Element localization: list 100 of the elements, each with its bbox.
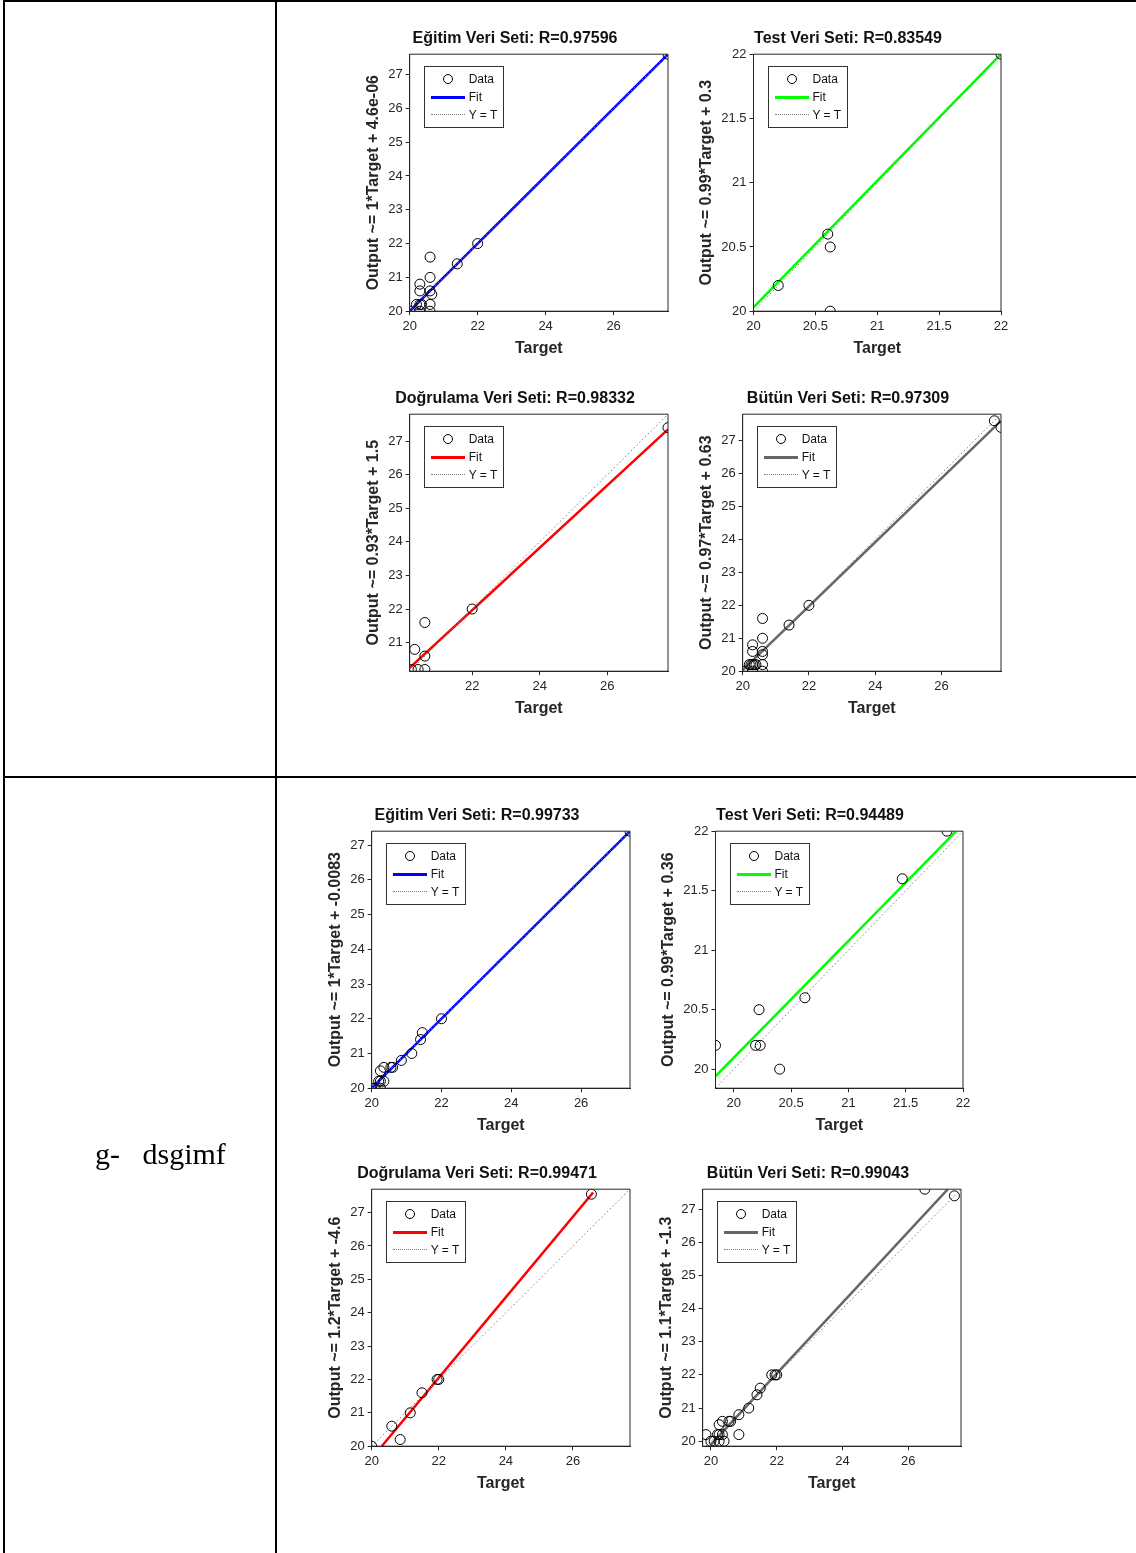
y-tick-label: 27 — [350, 1204, 365, 1220]
x-tick-label: 21.5 — [893, 1094, 919, 1110]
y-tick-label: 24 — [388, 167, 403, 183]
y-tick-label: 25 — [681, 1267, 696, 1282]
legend-label: Data — [430, 848, 457, 866]
y-axis-title: Output ~= 0.93*Target + 1.5 — [364, 439, 382, 646]
x-axis-title: Target — [847, 698, 897, 716]
y-axis-title: Output ~= 0.99*Target + 0.36 — [659, 852, 677, 1067]
x-axis-title: Target — [807, 1473, 857, 1491]
y-tick-label: 21 — [694, 941, 709, 957]
x-tick-label: 21 — [841, 1094, 856, 1110]
y-tick-label: 25 — [350, 906, 365, 922]
y-tick-label: 21 — [732, 174, 747, 190]
y-tick-label: 21 — [721, 629, 736, 645]
chart-title: Bütün Veri Seti: R=0.97309 — [746, 389, 950, 407]
x-axis-title: Target — [815, 1115, 864, 1133]
x-tick-label: 22 — [470, 317, 485, 333]
chart-title: Eğitim Veri Seti: R=0.99733 — [374, 806, 580, 824]
y-tick-label: 20 — [681, 1432, 696, 1448]
y-tick-label: 23 — [350, 1337, 365, 1353]
chart-title: Eğitim Veri Seti: R=0.97596 — [412, 29, 618, 47]
legend-label: Data — [468, 431, 495, 449]
legend-label: Y = T — [430, 1242, 460, 1260]
y-tick-label: 21 — [388, 268, 403, 284]
y-tick-label: 22 — [350, 1010, 365, 1026]
legend-label: Data — [812, 71, 838, 89]
legend-label: Fit — [430, 866, 444, 884]
x-tick-label: 22 — [993, 317, 1009, 333]
x-tick-label: 22 — [434, 1094, 449, 1110]
y-tick-label: 20 — [350, 1079, 365, 1095]
legend-label: Y = T — [812, 107, 842, 125]
legend-label: Data — [430, 1206, 457, 1224]
legend-label: Fit — [468, 449, 482, 467]
y-tick-label: 23 — [388, 201, 403, 217]
y-tick-label: 20 — [350, 1437, 365, 1453]
y-tick-label: 24 — [681, 1300, 696, 1316]
x-tick-label: 22 — [801, 677, 817, 693]
x-tick-label: 20 — [402, 317, 417, 333]
y-tick-label: 27 — [388, 66, 403, 82]
y-tick-label: 22 — [350, 1371, 365, 1387]
legend-label: Fit — [774, 866, 788, 884]
y-tick-label: 20.5 — [683, 1001, 709, 1017]
y-tick-label: 26 — [388, 466, 403, 482]
y-tick-label: 26 — [350, 871, 365, 887]
x-tick-label: 20 — [364, 1452, 379, 1468]
y-tick-label: 24 — [388, 533, 403, 549]
y-tick-label: 20 — [694, 1060, 709, 1076]
x-tick-label: 26 — [606, 317, 621, 333]
x-tick-label: 21.5 — [926, 317, 952, 333]
y-tick-label: 22 — [388, 235, 403, 251]
x-tick-label: 26 — [901, 1452, 916, 1468]
legend-label: Y = T — [468, 467, 498, 485]
legend-label: Y = T — [774, 884, 804, 902]
y-axis-title: Output ~= 1*Target + 4.6e-06 — [364, 74, 382, 291]
y-tick-label: 21 — [350, 1045, 365, 1061]
y-tick-label: 23 — [721, 563, 736, 579]
y-tick-label: 27 — [350, 836, 365, 852]
y-tick-label: 25 — [388, 133, 403, 149]
y-tick-label: 21 — [350, 1404, 365, 1420]
x-tick-label: 26 — [934, 677, 949, 693]
y-tick-label: 26 — [681, 1233, 696, 1249]
legend-label: Fit — [801, 449, 815, 467]
x-tick-label: 24 — [504, 1094, 519, 1110]
y-tick-label: 22 — [388, 600, 403, 616]
x-tick-label: 20.5 — [778, 1094, 804, 1110]
x-tick-label: 24 — [867, 677, 883, 693]
y-tick-label: 23 — [388, 567, 403, 583]
y-tick-label: 21 — [681, 1399, 696, 1415]
chart-title: Test Veri Seti: R=0.94489 — [716, 806, 905, 824]
legend-label: Data — [774, 848, 800, 866]
y-tick-label: 21.5 — [683, 882, 709, 898]
y-tick-label: 26 — [721, 465, 736, 481]
x-tick-label: 20 — [364, 1094, 379, 1110]
x-tick-label: 22 — [464, 677, 480, 693]
y-tick-label: 22 — [732, 45, 747, 61]
x-tick-label: 26 — [599, 677, 615, 693]
x-tick-label: 24 — [532, 677, 547, 693]
x-tick-label: 22 — [769, 1452, 784, 1468]
x-tick-label: 22 — [431, 1452, 446, 1468]
y-tick-label: 27 — [388, 432, 403, 448]
x-tick-label: 20.5 — [802, 317, 829, 333]
y-axis-title: Output ~= 1*Target + -0.0083 — [326, 851, 344, 1068]
y-tick-label: 24 — [350, 940, 365, 956]
x-tick-label: 21 — [870, 317, 885, 333]
legend-label: Fit — [812, 89, 826, 107]
y-tick-label: 22 — [681, 1366, 696, 1382]
y-axis-title: Output ~= 1.1*Target + -1.3 — [657, 1216, 675, 1419]
legend-label: Y = T — [801, 467, 831, 485]
x-tick-label: 26 — [565, 1452, 581, 1468]
chart-title: Doğrulama Veri Seti: R=0.99471 — [357, 1164, 597, 1182]
x-axis-title: Target — [514, 698, 564, 716]
y-tick-label: 25 — [388, 499, 403, 515]
legend-label: Fit — [430, 1224, 444, 1242]
legend-label: Y = T — [430, 884, 460, 902]
chart-title: Bütün Veri Seti: R=0.99043 — [706, 1164, 910, 1182]
legend-label: Data — [801, 431, 828, 449]
y-tick-label: 27 — [721, 432, 736, 448]
legend-label: Y = T — [468, 107, 498, 125]
x-tick-label: 24 — [538, 317, 553, 333]
x-tick-label: 26 — [573, 1094, 589, 1110]
